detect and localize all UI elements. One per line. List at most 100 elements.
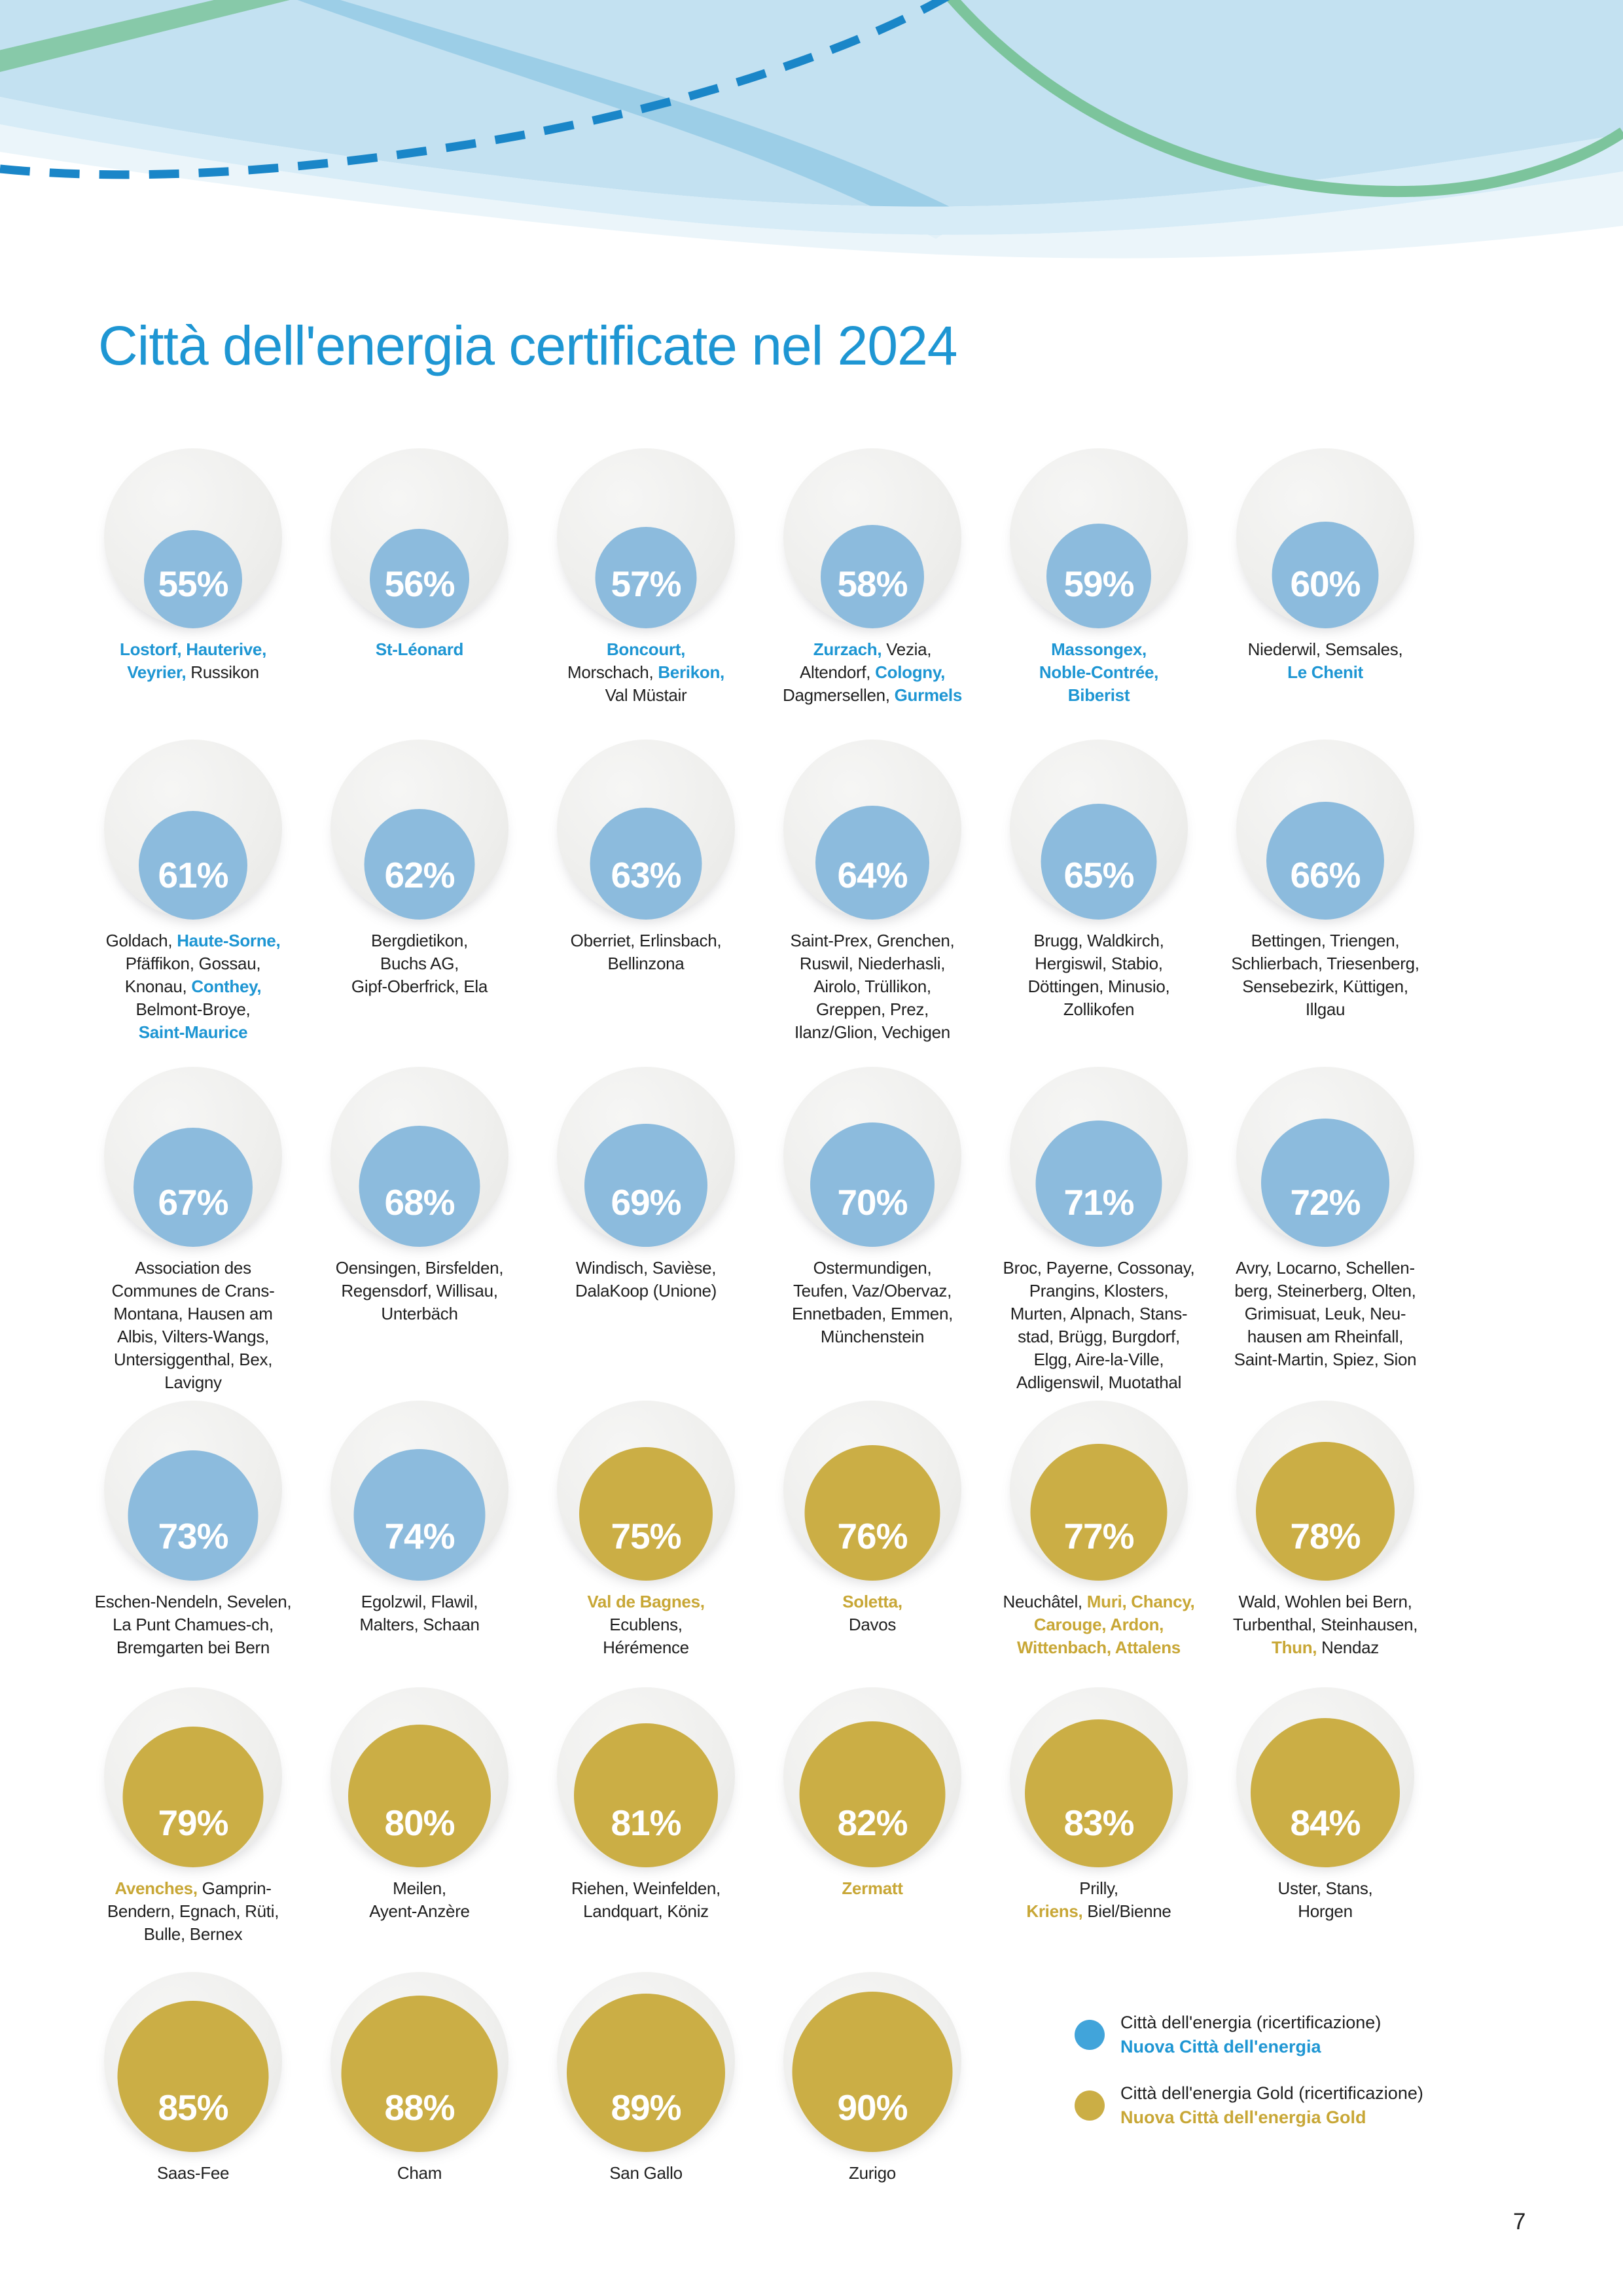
city-label-line: Oberriet, Erlinsbach,	[571, 929, 722, 952]
gold-inner-circle	[792, 1992, 953, 2152]
percentage-value: 69%	[611, 1182, 681, 1223]
blue-inner-circle	[134, 1128, 253, 1247]
percentage-value: 88%	[384, 2087, 455, 2128]
grid-row: 79% Avenches, Gamprin- Bendern, Egnach, Rü…	[80, 1687, 1438, 1946]
gold-inner-circle	[122, 1727, 264, 1867]
grid-row: 73% Eschen-Nendeln, Sevelen, La Punt Chamu…	[80, 1401, 1438, 1659]
certification-item: 78% Wald, Wohlen bei Bern, Turbenthal, Ste…	[1212, 1401, 1438, 1659]
city-name: Untersiggenthal, Bex,	[113, 1350, 273, 1369]
city-label-line: Albis, Vilters-Wangs,	[112, 1325, 275, 1348]
gold-dot-icon	[1075, 2090, 1105, 2121]
blue-inner-circle	[353, 1449, 486, 1581]
city-label-line: Illgau	[1231, 998, 1419, 1021]
city-label-line: Brugg, Waldkirch,	[1028, 929, 1170, 952]
city-label: Saint-Prex, Grenchen, Ruswil, Niederhasli…	[791, 929, 955, 1044]
city-label: Zurzach, Vezia, Altendorf, Cologny, Dagmer…	[783, 638, 962, 707]
legend: Città dell'energia (ricertificazione) Nu…	[1075, 2011, 1423, 2152]
percentage-value: 64%	[837, 855, 908, 895]
grid-row: 55% Lostorf, Hauterive, Veyrier, Russikon 5…	[80, 448, 1438, 707]
city-label: Windisch, Savièse, DalaKoop (Unione)	[575, 1257, 717, 1302]
percentage-value: 65%	[1063, 855, 1134, 895]
percentage-value: 56%	[384, 564, 455, 604]
percentage-bubble: 90%	[783, 1972, 961, 2152]
certification-item: 80% Meilen, Ayent-Anzère	[306, 1687, 533, 1946]
percentage-bubble: 78%	[1236, 1401, 1414, 1581]
percentage-value: 80%	[384, 1803, 455, 1843]
city-label-line: Unterbäch	[336, 1302, 503, 1325]
city-label-line: Gipf-Oberfrick, Ela	[351, 975, 488, 998]
percentage-bubble: 62%	[330, 740, 508, 920]
new-certified-city-name: Lostorf, Hauterive,	[119, 639, 266, 659]
city-label-line: Horgen	[1278, 1900, 1373, 1923]
new-certified-city-name: Val de Bagnes,	[587, 1592, 705, 1611]
city-label-line: Cham	[397, 2162, 442, 2185]
city-name: Greppen, Prez,	[815, 999, 929, 1019]
gold-inner-circle	[341, 1996, 498, 2152]
blue-inner-circle	[1266, 802, 1384, 920]
city-label-line: Prilly,	[1026, 1877, 1171, 1900]
new-certified-city-name: Soletta,	[842, 1592, 902, 1611]
city-name: Eschen-Nendeln, Sevelen,	[94, 1592, 292, 1611]
city-label: Eschen-Nendeln, Sevelen, La Punt Chamues-…	[95, 1590, 292, 1659]
city-name: Prilly,	[1079, 1878, 1118, 1898]
city-label: Egolzwil, Flawil, Malters, Schaan	[359, 1590, 480, 1636]
certification-item: 79% Avenches, Gamprin- Bendern, Egnach, Rü…	[80, 1687, 306, 1946]
city-label-line: Wald, Wohlen bei Bern,	[1233, 1590, 1418, 1613]
certification-item: 57% Boncourt, Morschach, Berikon, Val Müsta…	[533, 448, 759, 707]
percentage-bubble: 68%	[330, 1067, 508, 1247]
certification-item: 82% Zermatt	[759, 1687, 986, 1946]
new-certified-city-name: Gurmels	[894, 685, 963, 705]
city-label-line: stad, Brügg, Burgdorf,	[1003, 1325, 1195, 1348]
percentage-bubble: 71%	[1010, 1067, 1188, 1247]
city-label: Bergdietikon, Buchs AG, Gipf-Oberfrick, El…	[351, 929, 488, 998]
city-label-line: Val de Bagnes,	[587, 1590, 705, 1613]
gold-inner-circle	[117, 2001, 269, 2152]
gold-inner-circle	[1256, 1442, 1395, 1581]
city-name: Bendern, Egnach, Rüti,	[107, 1901, 279, 1921]
city-name: Bettingen, Triengen,	[1251, 931, 1400, 950]
percentage-value: 89%	[611, 2087, 681, 2128]
city-name: Ennetbaden, Emmen,	[791, 1304, 954, 1323]
city-name: Horgen	[1298, 1901, 1353, 1921]
certification-item: 85% Saas-Fee	[80, 1972, 306, 2185]
city-label-line: Soletta,	[842, 1590, 902, 1613]
city-label-line: Thun, Nendaz	[1233, 1636, 1418, 1659]
gold-inner-circle	[799, 1721, 946, 1867]
city-name: Döttingen, Minusio,	[1027, 977, 1170, 996]
city-name: Unterbäch	[381, 1304, 458, 1323]
certification-item: 89% San Gallo	[533, 1972, 759, 2185]
blue-inner-circle	[815, 806, 929, 920]
city-label-line: Bergdietikon,	[351, 929, 488, 952]
city-label-line: Ayent-Anzère	[369, 1900, 470, 1923]
city-label-line: Knonau, Conthey,	[106, 975, 281, 998]
city-name: Zurigo	[849, 2163, 896, 2183]
city-label-line: Buchs AG,	[351, 952, 488, 975]
city-name: hausen am Rheinfall,	[1247, 1327, 1404, 1346]
city-label-line: Döttingen, Minusio,	[1028, 975, 1170, 998]
percentage-value: 62%	[384, 855, 455, 895]
city-label-line: Altendorf, Cologny,	[783, 661, 962, 684]
percentage-bubble: 61%	[104, 740, 282, 920]
blue-inner-circle	[370, 529, 469, 628]
city-label-line: Zurigo	[849, 2162, 896, 2185]
city-name: Bulle, Bernex	[143, 1924, 243, 1944]
city-label: Uster, Stans, Horgen	[1278, 1877, 1373, 1923]
city-name: Montana, Hausen am	[113, 1304, 273, 1323]
gold-inner-circle	[1025, 1719, 1173, 1867]
percentage-bubble: 72%	[1236, 1067, 1414, 1247]
new-certified-city-name: Saint-Maurice	[138, 1022, 248, 1042]
grid-row: 61% Goldach, Haute-Sorne, Pfäffikon, Gossa…	[80, 740, 1438, 1044]
city-label-line: Davos	[842, 1613, 902, 1636]
city-label-line: Saint-Martin, Spiez, Sion	[1234, 1348, 1417, 1371]
city-label-line: Lostorf, Hauterive,	[120, 638, 266, 661]
certification-item: 68% Oensingen, Birsfelden, Regensdorf, Wil…	[306, 1067, 533, 1394]
city-name: Nendaz	[1317, 1638, 1379, 1657]
percentage-bubble: 59%	[1010, 448, 1188, 628]
city-name: Regensdorf, Willisau,	[341, 1281, 498, 1300]
percentage-value: 61%	[158, 855, 228, 895]
city-name: Ayent-Anzère	[369, 1901, 470, 1921]
percentage-bubble: 73%	[104, 1401, 282, 1581]
percentage-bubble: 89%	[557, 1972, 735, 2152]
city-name: Niederwil, Semsales,	[1247, 639, 1403, 659]
new-certified-city-name: Berikon,	[658, 662, 724, 682]
